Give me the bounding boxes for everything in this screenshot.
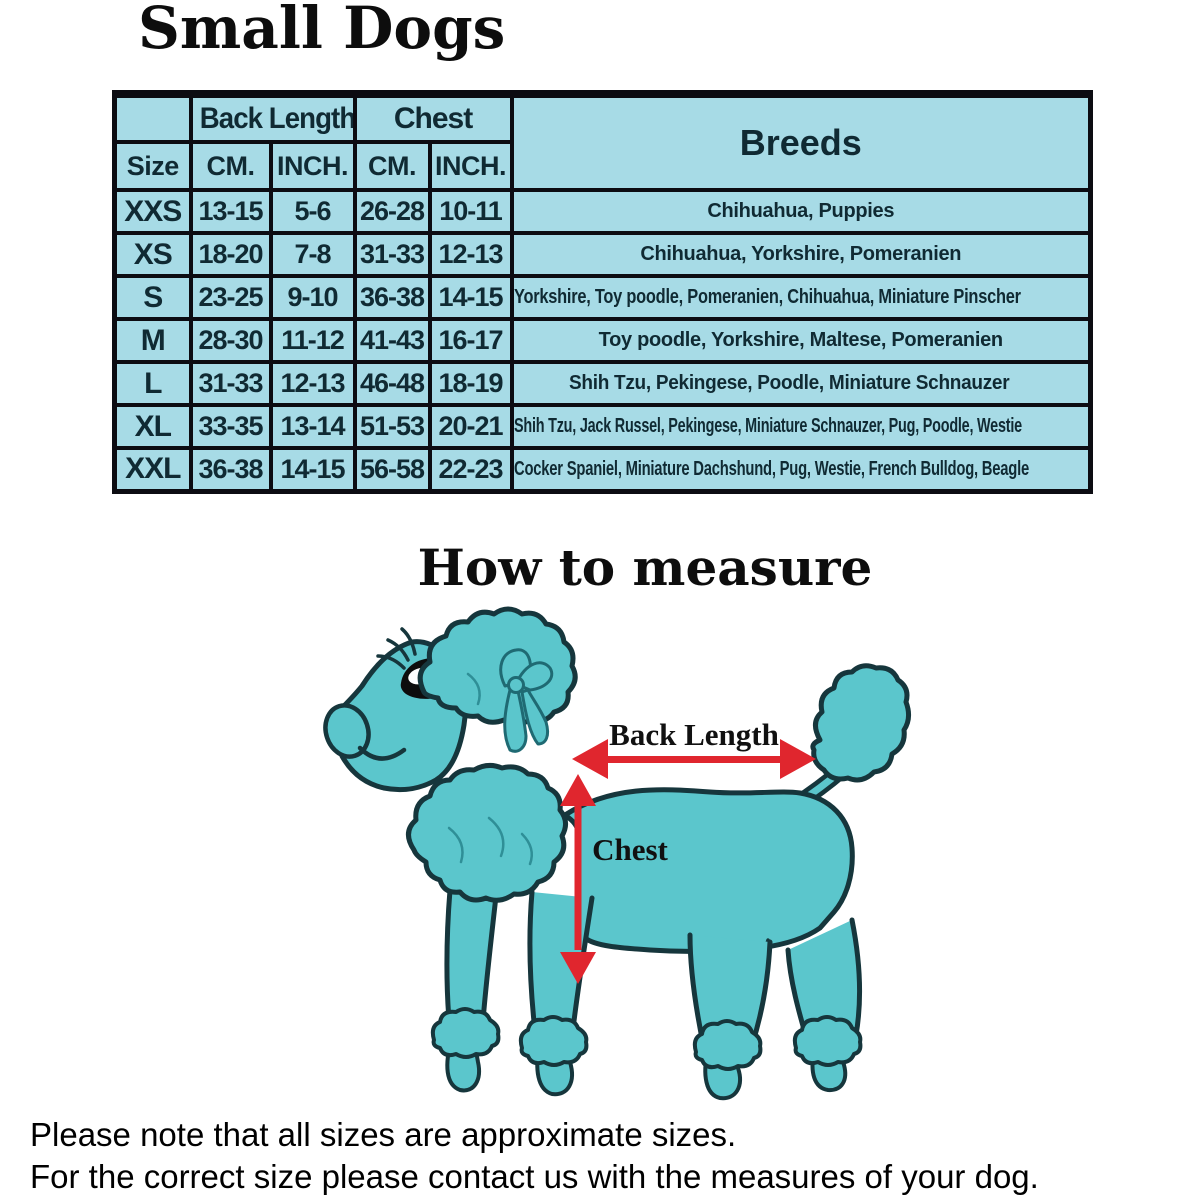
chest-cm-header: CM. xyxy=(352,140,432,192)
table-row: XXS 13-15 5-6 26-28 10-11 Chihuahua, Pup… xyxy=(112,188,1093,235)
chest-cm-cell: 26-28 xyxy=(352,188,432,235)
rear-far-leg xyxy=(788,920,860,1050)
poodle-body xyxy=(562,787,855,954)
back-cm-cell: 31-33 xyxy=(188,360,273,407)
back-cm-cell: 13-15 xyxy=(188,188,273,235)
note-line-2: For the correct size please contact us w… xyxy=(30,1158,1039,1195)
hair-bow xyxy=(499,648,554,753)
back-inch-cell: 13-14 xyxy=(268,403,357,450)
breeds-cell: Chihuahua, Puppies xyxy=(509,188,1093,235)
chest-cm-cell: 36-38 xyxy=(352,274,432,321)
table-row: M 28-30 11-12 41-43 16-17 Toy poodle, Yo… xyxy=(112,317,1093,364)
chest-inch-cell: 20-21 xyxy=(427,403,514,450)
table-group-header-row: Back Length Chest Breeds xyxy=(112,92,1093,192)
neck-ruff xyxy=(406,762,568,903)
note-line-1: Please note that all sizes are approxima… xyxy=(30,1116,737,1153)
back-inch-cell: 12-13 xyxy=(268,360,357,407)
chest-arrow xyxy=(560,774,596,984)
chest-inch-cell: 22-23 xyxy=(427,446,514,493)
table-row: XXL 36-38 14-15 56-58 22-23 Cocker Spani… xyxy=(112,446,1093,493)
size-cell: XL xyxy=(112,403,193,450)
how-to-measure-title: How to measure xyxy=(417,538,873,597)
chest-inch-cell: 10-11 xyxy=(427,188,514,235)
back-inch-cell: 9-10 xyxy=(268,274,357,321)
back-cm-header: CM. xyxy=(188,140,273,192)
size-cell: L xyxy=(112,360,193,407)
chest-inch-cell: 18-19 xyxy=(427,360,514,407)
fur-curl-details xyxy=(447,672,533,866)
head-pouf xyxy=(417,606,578,727)
table-row: S 23-25 9-10 36-38 14-15 Yorkshire, Toy … xyxy=(112,274,1093,321)
chest-cm-cell: 31-33 xyxy=(352,231,432,278)
size-cell: S xyxy=(112,274,193,321)
size-chart-table: Back Length Chest Breeds Size CM. INCH. … xyxy=(112,90,1094,494)
size-cell: XXS xyxy=(112,188,193,235)
breeds-cell: Shih Tzu, Pekingese, Poodle, Miniature S… xyxy=(509,360,1093,407)
size-cell: M xyxy=(112,317,193,364)
chest-label: Chest xyxy=(592,832,668,867)
poodle-nose xyxy=(323,703,371,759)
back-cm-cell: 23-25 xyxy=(188,274,273,321)
ankle-pouf xyxy=(430,1007,501,1059)
poodle-svg xyxy=(323,606,912,1101)
ankle-pouf xyxy=(692,1019,763,1071)
back-cm-cell: 36-38 xyxy=(188,446,273,493)
table-row: XL 33-35 13-14 51-53 20-21 Shih Tzu, Jac… xyxy=(112,403,1093,450)
eyelashes xyxy=(376,627,417,670)
chest-cm-cell: 51-53 xyxy=(352,403,432,450)
page-title: Small Dogs xyxy=(138,0,506,62)
chest-inch-header: INCH. xyxy=(427,140,514,192)
breeds-cell: Cocker Spaniel, Miniature Dachshund, Pug… xyxy=(509,446,1093,493)
chest-cm-cell: 41-43 xyxy=(352,317,432,364)
back-length-group-header: Back Length xyxy=(188,92,357,144)
back-length-label: Back Length xyxy=(609,717,779,752)
breeds-cell: Shih Tzu, Jack Russel, Pekingese, Miniat… xyxy=(509,403,1093,450)
table-row: L 31-33 12-13 46-48 18-19 Shih Tzu, Peki… xyxy=(112,360,1093,407)
back-cm-cell: 18-20 xyxy=(188,231,273,278)
ankle-pouf xyxy=(792,1015,863,1067)
chest-cm-cell: 46-48 xyxy=(352,360,432,407)
back-length-arrow xyxy=(572,739,816,779)
back-cm-cell: 33-35 xyxy=(188,403,273,450)
size-header: Size xyxy=(112,140,193,192)
chest-inch-cell: 16-17 xyxy=(427,317,514,364)
breeds-cell: Toy poodle, Yorkshire, Maltese, Pomerani… xyxy=(509,317,1093,364)
size-cell: XXL xyxy=(112,446,193,493)
ankle-pouf xyxy=(518,1015,589,1067)
tail-pom xyxy=(810,663,912,783)
size-cell: XS xyxy=(112,231,193,278)
breeds-cell: Yorkshire, Toy poodle, Pomeranien, Chihu… xyxy=(509,274,1093,321)
poodle-mouth xyxy=(357,745,407,761)
corner-cell xyxy=(112,92,193,144)
breeds-cell: Chihuahua, Yorkshire, Pomeranien xyxy=(509,231,1093,278)
back-cm-cell: 28-30 xyxy=(188,317,273,364)
back-inch-header: INCH. xyxy=(268,140,357,192)
breeds-header: Breeds xyxy=(509,92,1093,192)
back-inch-cell: 5-6 xyxy=(268,188,357,235)
chest-inch-cell: 14-15 xyxy=(427,274,514,321)
chest-inch-cell: 12-13 xyxy=(427,231,514,278)
table-sub-header-row: Size CM. INCH. CM. INCH. xyxy=(112,140,1091,192)
poodle-illustration xyxy=(300,590,920,1120)
rear-near-leg xyxy=(690,935,770,1048)
back-inch-cell: 7-8 xyxy=(268,231,357,278)
back-inch-cell: 14-15 xyxy=(268,446,357,493)
chest-cm-cell: 56-58 xyxy=(352,446,432,493)
back-inch-cell: 11-12 xyxy=(268,317,357,364)
chest-group-header: Chest xyxy=(352,92,514,144)
table-row: XS 18-20 7-8 31-33 12-13 Chihuahua, York… xyxy=(112,231,1093,278)
